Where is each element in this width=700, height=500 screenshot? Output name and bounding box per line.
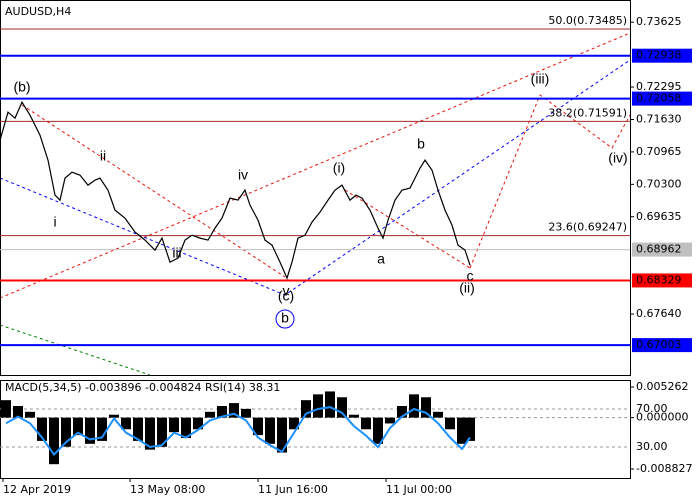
macd-bar [145, 417, 155, 450]
macd-bar [349, 414, 359, 418]
wave-label: v [283, 283, 290, 299]
macd-bar [61, 417, 71, 447]
macd-bar [241, 408, 251, 418]
level-label: 0.72938 [636, 49, 682, 62]
level-label: 0.67003 [636, 338, 682, 351]
level-box [632, 273, 692, 288]
indicator-panel [0, 380, 631, 479]
macd-bar [229, 403, 239, 418]
macd-bar [361, 417, 371, 430]
x-tick-label: 12 Apr 2019 [3, 483, 71, 496]
price-line [0, 100, 471, 280]
wave-label: b [417, 136, 425, 152]
macd-bar [157, 417, 167, 447]
wave-line [0, 59, 631, 296]
macd-bar [445, 417, 455, 430]
x-tick-label: 11 Jun 16:00 [258, 483, 328, 496]
wave-label: (iii) [531, 71, 550, 87]
level-box [632, 48, 692, 63]
y-tick-label: 0.67640 [636, 307, 682, 320]
macd-bar [13, 405, 23, 418]
macd-bar [409, 394, 419, 418]
macd-bar [121, 417, 131, 430]
chart-title: AUDUSD,H4 [5, 5, 71, 18]
indicator-title: MACD(5,34,5) -0.003896 -0.004824 RSI(14)… [5, 381, 280, 394]
y-tick-label: 0.73625 [636, 15, 682, 28]
rsi-line [5, 406, 471, 457]
macd-bar [1, 400, 11, 418]
y-tick-label: 0.72295 [636, 80, 682, 93]
macd-bar [25, 411, 35, 418]
wave-label: i [53, 214, 56, 230]
y-tick-label: 0.69635 [636, 210, 682, 223]
macd-bar [301, 400, 311, 418]
macd-bar [193, 417, 203, 430]
macd-bar [37, 417, 47, 441]
macd-bar [313, 394, 323, 418]
macd-bar [277, 417, 287, 453]
level-label: 0.72058 [636, 92, 682, 105]
wave-label: (c) [278, 288, 294, 304]
wave-label: (ii) [459, 280, 475, 296]
macd-bar [205, 411, 215, 418]
macd-bar [73, 417, 83, 436]
y-tick-label: -0.008827 [636, 462, 692, 475]
macd-bar [181, 417, 191, 438]
forecast-line [469, 94, 631, 269]
x-tick-label: 13 May 08:00 [130, 483, 205, 496]
macd-bar [133, 417, 143, 441]
level-label: 0.68329 [636, 273, 682, 286]
wave-label: (i) [333, 160, 345, 176]
macd-bar [397, 405, 407, 418]
macd-bar [433, 411, 443, 418]
wave-label: b [281, 310, 289, 326]
y-tick-label: 0.71630 [636, 112, 682, 125]
macd-bar [457, 417, 467, 444]
y2-tick-label: 30.00 [636, 440, 668, 453]
macd-bar [85, 417, 95, 444]
level-box [632, 338, 692, 353]
y-tick-label: 0.005262 [636, 380, 689, 393]
y-tick-label: 0.000000 [636, 411, 689, 424]
wave-label: iii [172, 245, 181, 261]
macd-bar [337, 397, 347, 418]
x-tick-label: 11 Jul 00:00 [386, 483, 452, 496]
fibo-label: 50.0(0.73485) [548, 14, 627, 27]
macd-bar [49, 417, 59, 465]
wave-label: c [467, 268, 474, 284]
macd-bar [265, 417, 275, 444]
macd-bar [465, 417, 475, 441]
wave-line [21, 104, 286, 278]
macd-bar [289, 417, 299, 430]
wave-label: ii [100, 148, 106, 164]
current-price-box [632, 242, 692, 257]
channel-line [0, 324, 151, 376]
macd-bar [385, 417, 395, 424]
macd-bar [253, 417, 263, 436]
wave-label: (iv) [608, 150, 627, 166]
level-box [632, 91, 692, 106]
annotation-circle [275, 309, 295, 329]
wave-label: (b) [13, 79, 30, 95]
wave-label: iv [238, 167, 248, 183]
macd-bar [373, 417, 383, 444]
fibo-label: 38.2(0.71591) [548, 106, 627, 119]
y-tick-label: 0.70965 [636, 145, 682, 158]
current-price-label: 0.68962 [636, 243, 682, 256]
macd-bar [97, 417, 107, 441]
macd-bar [325, 391, 335, 418]
main-panel [0, 0, 631, 376]
wave-label: a [377, 251, 385, 267]
y2-tick-label: 70.00 [636, 402, 668, 415]
macd-bar [109, 414, 119, 418]
macd-bar [217, 405, 227, 418]
y-tick-label: 0.70300 [636, 177, 682, 190]
macd-bar [169, 417, 179, 433]
fibo-label: 23.6(0.69247) [548, 221, 627, 234]
macd-bar [421, 397, 431, 418]
